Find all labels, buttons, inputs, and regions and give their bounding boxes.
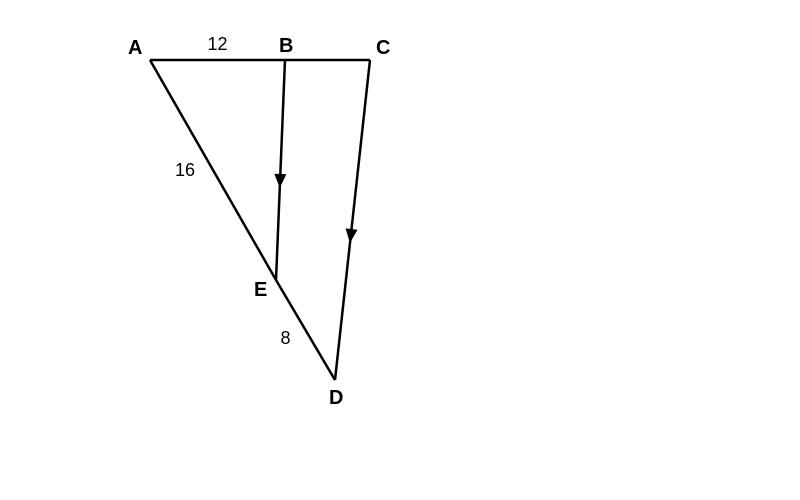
geometry-diagram: 12 16 8 A B C E D [0,0,800,500]
edge-label: 12 [207,34,227,54]
vertex-label-B: B [279,35,293,57]
vertex-label-E: E [254,279,267,301]
edge-label: 16 [175,160,195,180]
edge-C-D [335,60,370,380]
edge-A-E [150,60,276,280]
vertex-label-C: C [376,37,390,59]
vertex-label-D: D [329,387,343,409]
parallel-arrow-icon [346,228,358,243]
edge-B-E [276,60,285,280]
vertex-label-A: A [128,37,142,59]
parallel-arrow-icon [274,174,286,188]
edge-label: 8 [280,328,290,348]
